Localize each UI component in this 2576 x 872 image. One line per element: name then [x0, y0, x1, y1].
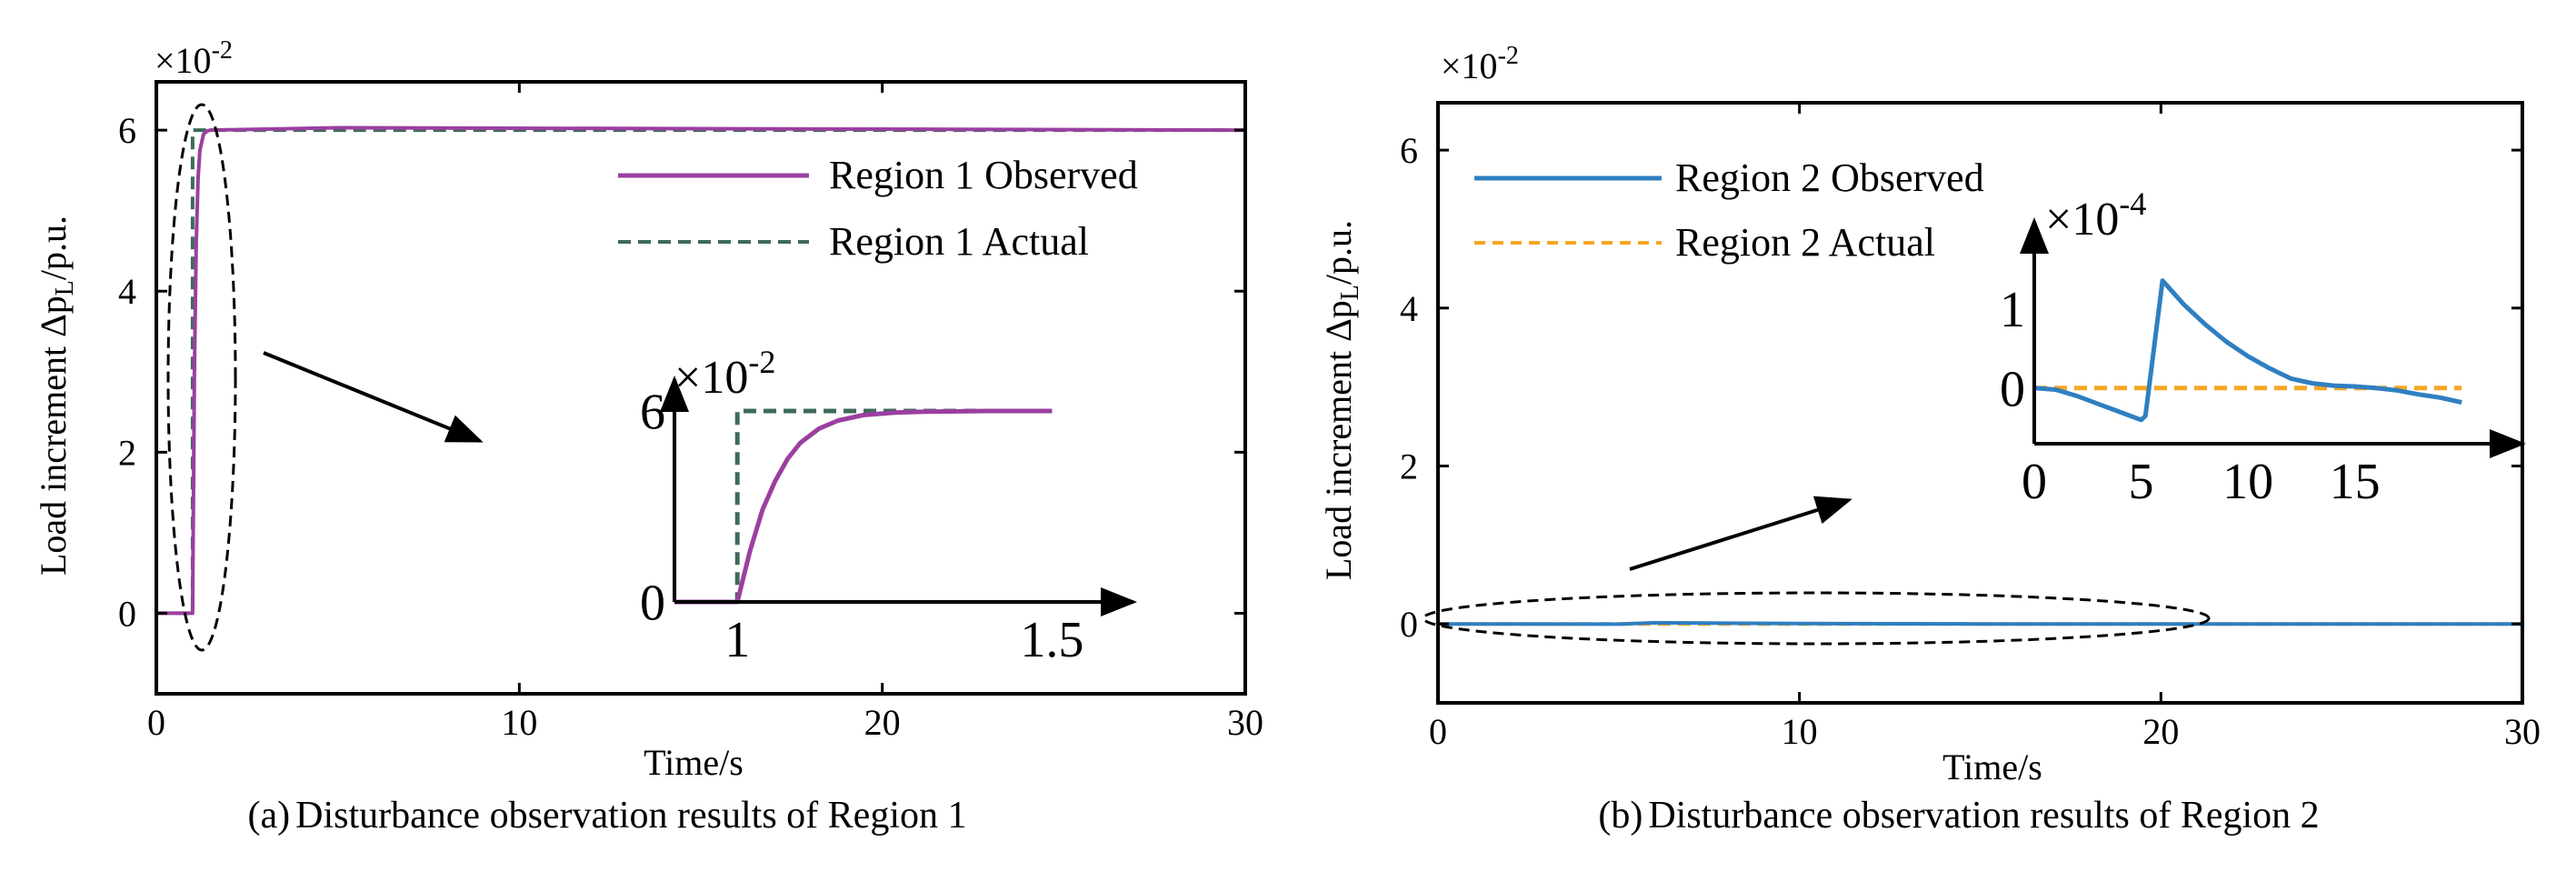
- inset-series-a-region-1-actual: [674, 408, 1053, 605]
- caption-b: (b) Disturbance observation results of Re…: [1598, 795, 2319, 837]
- legend-a-label-observed: Region 1 Observed: [829, 153, 1138, 197]
- panel-label-a: (a): [248, 795, 291, 837]
- ylabel-a-prefix: Load increment Δp: [33, 296, 74, 576]
- inset-scale-a: ×10-2: [674, 344, 775, 404]
- caption-text-a: Disturbance observation results of Regio…: [295, 795, 966, 837]
- scale-exp-a: -2: [212, 36, 233, 65]
- x-tick-label-b: 20: [2142, 711, 2179, 752]
- legend-a: Region 1 Observed Region 1 Actual: [618, 153, 1138, 264]
- x-tick-label-a: 0: [147, 702, 165, 743]
- x-tick-label-a: 20: [864, 702, 901, 743]
- panel-b: ×10-2 Load increment ΔpL/p.u. 0 10 20 30024…: [1318, 42, 2541, 837]
- inset-series-a-region-1-observed: [674, 408, 1053, 605]
- x-tick-label-b: 0: [1429, 711, 1447, 752]
- inset-scale-b: ×10-4: [2045, 185, 2146, 246]
- axes-frame-a: [155, 80, 1247, 696]
- ylabel-a-sub: L: [51, 280, 79, 296]
- y-tick-label-b: 2: [1400, 446, 1418, 486]
- inset-x-tick-label-b: 5: [2129, 454, 2154, 510]
- xlabel-a: Time/s: [644, 742, 744, 783]
- inset-plot-a: 1 1.5 0 6: [640, 376, 1137, 668]
- y-tick-label-b: 4: [1400, 288, 1418, 329]
- inset-x-tick-label-a: 1.5: [1020, 612, 1083, 668]
- inset-b: ×10-4 0 5 10 15 0 1: [2000, 185, 2526, 510]
- inset-x-tick-label-a: 1: [724, 612, 750, 668]
- caption-text-b: Disturbance observation results of Regio…: [1648, 795, 2319, 837]
- legend-b-label-observed: Region 2 Observed: [1675, 155, 1984, 200]
- y-tick-label-a: 2: [118, 432, 136, 473]
- inset-series-b-region-2-observed: [2033, 278, 2462, 423]
- legend-b-label-actual: Region 2 Actual: [1675, 220, 1935, 265]
- x-tick-label-b: 30: [2504, 711, 2541, 752]
- ylabel-b-prefix: Load increment Δp: [1318, 300, 1359, 580]
- inset-scale-b-base: ×10: [2045, 194, 2119, 246]
- zoom-arrow-b: [1629, 496, 1852, 571]
- y-tick-label-b: 6: [1400, 130, 1418, 171]
- scale-base-a: ×10: [155, 40, 212, 81]
- x-tick-label-a: 30: [1227, 702, 1263, 743]
- inset-x-tick-label-b: 10: [2222, 454, 2273, 510]
- legend-a-label-actual: Region 1 Actual: [829, 219, 1089, 264]
- y-tick-label-b: 0: [1400, 604, 1418, 645]
- xlabel-b: Time/s: [1942, 747, 2042, 787]
- scale-base-b: ×10: [1441, 45, 1498, 86]
- ylabel-a: Load increment ΔpL/p.u.: [33, 215, 79, 576]
- inset-scale-a-base: ×10: [674, 352, 748, 404]
- scale-factor-b: ×10-2: [1441, 42, 1519, 86]
- ylabel-b: Load increment ΔpL/p.u.: [1318, 220, 1364, 580]
- inset-x-tick-label-b: 0: [2022, 454, 2047, 510]
- highlight-ellipse-a: [166, 103, 237, 652]
- y-tick-label-a: 0: [118, 593, 136, 634]
- inset-x-tick-label-b: 15: [2330, 454, 2381, 510]
- highlight-ellipse-b: [1422, 591, 2211, 646]
- ylabel-b-suffix: /p.u.: [1318, 220, 1359, 285]
- zoom-arrow-a: [263, 351, 484, 443]
- series-a-region-1-observed: [156, 125, 1246, 616]
- inset-y-tick-label-a: 6: [640, 385, 665, 441]
- inset-y-tick-label-a: 0: [640, 576, 665, 632]
- x-tick-label-b: 10: [1782, 711, 1818, 752]
- ylabel-a-suffix: /p.u.: [33, 215, 74, 280]
- inset-plot-b: 0 5 10 15 0 1: [2000, 217, 2526, 510]
- inset-y-tick-label-b: 1: [2000, 282, 2025, 338]
- panel-label-b: (b): [1598, 795, 1642, 837]
- inset-scale-b-exp: -4: [2119, 185, 2146, 222]
- legend-b: Region 2 Observed Region 2 Actual: [1474, 155, 1984, 265]
- inset-y-tick-label-b: 0: [2000, 361, 2025, 417]
- ylabel-b-sub: L: [1336, 285, 1364, 300]
- x-tick-label-a: 10: [501, 702, 537, 743]
- y-tick-label-a: 6: [118, 110, 136, 151]
- axes-frame-b: [1436, 101, 2524, 705]
- inset-a: ×10-2 1 1.5 0 6: [640, 344, 1137, 668]
- scale-factor-a: ×10-2: [155, 36, 233, 81]
- y-tick-label-a: 4: [118, 271, 136, 312]
- scale-exp-b: -2: [1498, 42, 1519, 70]
- inset-scale-a-exp: -2: [748, 344, 775, 380]
- caption-a: (a) Disturbance observation results of Re…: [248, 795, 967, 837]
- series-b-region-2-observed: [1437, 620, 2523, 626]
- panel-a: ×10-2 Load increment ΔpL/p.u. 0 10 20 30024…: [33, 36, 1263, 837]
